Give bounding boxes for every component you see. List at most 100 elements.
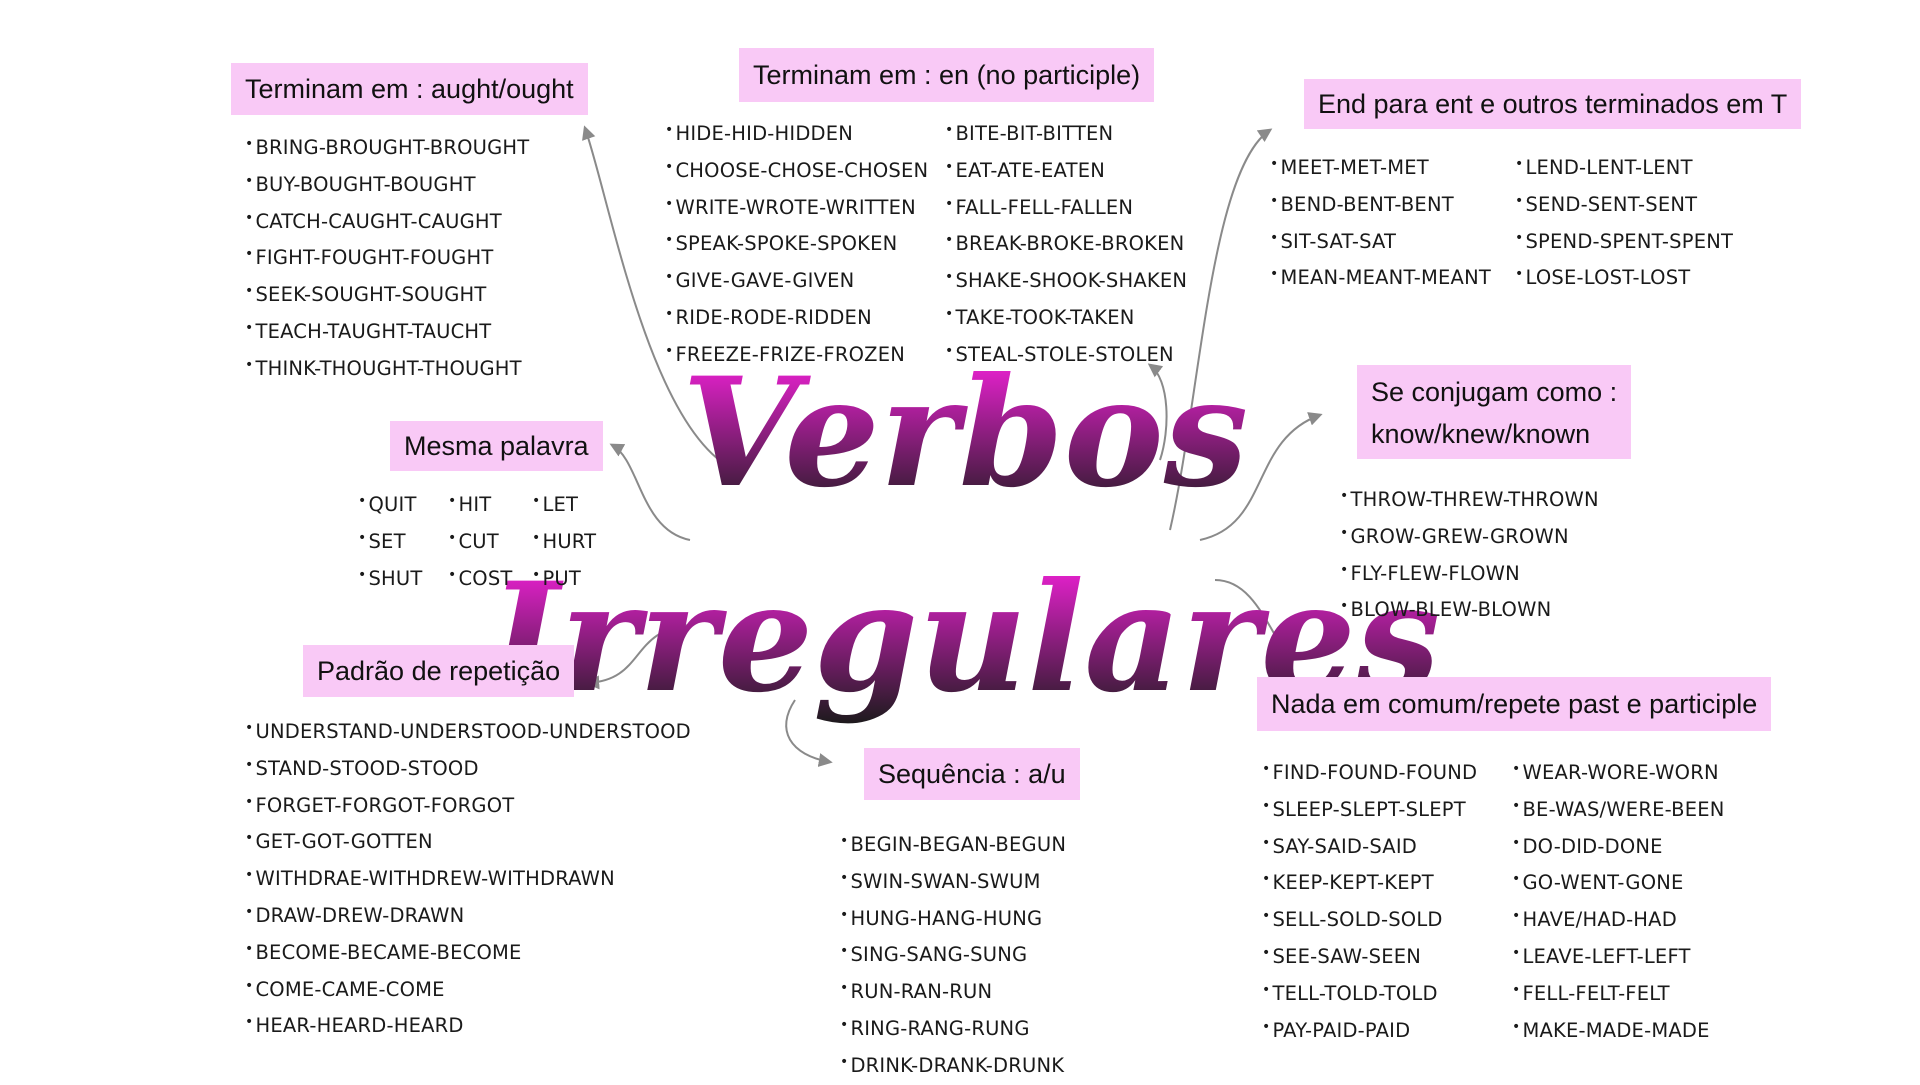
label-ent: End para ent e outros terminados em T	[1304, 79, 1802, 129]
list-item: EAT-ATE-EATEN	[945, 149, 1187, 186]
list-item: DRAW-DREW-DRAWN	[245, 894, 691, 931]
list-item: FREEZE-FRIZE-FROZEN	[665, 333, 928, 370]
list-know: THROW-THREW-THROWN GROW-GREW-GROWN FLY-F…	[1340, 478, 1599, 625]
list-en-col2: BITE-BIT-BITTEN EAT-ATE-EATEN FALL-FELL-…	[945, 112, 1187, 370]
list-item: DRINK-DRANK-DRUNK	[840, 1044, 1066, 1081]
list-item: GET-GOT-GOTTEN	[245, 820, 691, 857]
list-item: SPEND-SPENT-SPENT	[1515, 220, 1733, 257]
list-item: HEAR-HEARD-HEARD	[245, 1004, 691, 1041]
label-nada: Nada em comum/repete past e participle	[1257, 677, 1772, 731]
list-item: KEEP-KEPT-KEPT	[1262, 861, 1477, 898]
list-item: BITE-BIT-BITTEN	[945, 112, 1187, 149]
list-item: THINK-THOUGHT-THOUGHT	[245, 347, 529, 384]
list-item: UNDERSTAND-UNDERSTOOD-UNDERSTOOD	[245, 710, 691, 747]
list-item: CUT	[448, 520, 513, 557]
list-item: FELL-FELT-FELT	[1512, 972, 1725, 1009]
list-ent-col2: LEND-LENT-LENT SEND-SENT-SENT SPEND-SPEN…	[1515, 146, 1733, 293]
list-same-col3: LET HURT PUT	[532, 483, 596, 593]
list-item: STEAL-STOLE-STOLEN	[945, 333, 1187, 370]
list-item: HUNG-HANG-HUNG	[840, 897, 1066, 934]
list-repeat: UNDERSTAND-UNDERSTOOD-UNDERSTOOD STAND-S…	[245, 710, 691, 1041]
list-item: FORGET-FORGOT-FORGOT	[245, 784, 691, 821]
list-item: BE-WAS/WERE-BEEN	[1512, 788, 1725, 825]
list-item: TEACH-TAUGHT-TAUCHT	[245, 310, 529, 347]
list-item: MEAN-MEANT-MEANT	[1270, 256, 1491, 293]
list-item: SHAKE-SHOOK-SHAKEN	[945, 259, 1187, 296]
list-item: SPEAK-SPOKE-SPOKEN	[665, 222, 928, 259]
list-item: DO-DID-DONE	[1512, 825, 1725, 862]
arrow-to-repeat	[585, 624, 691, 690]
list-same-col1: QUIT SET SHUT	[358, 483, 423, 593]
list-item: FIND-FOUND-FOUND	[1262, 751, 1477, 788]
list-item: MEET-MET-MET	[1270, 146, 1491, 183]
list-item: MAKE-MADE-MADE	[1512, 1009, 1725, 1046]
list-item: SHUT	[358, 557, 423, 594]
list-item: SELL-SOLD-SOLD	[1262, 898, 1477, 935]
list-item: FALL-FELL-FALLEN	[945, 186, 1187, 223]
list-item: HIDE-HID-HIDDEN	[665, 112, 928, 149]
list-item: COME-CAME-COME	[245, 968, 691, 1005]
list-nada-col2: WEAR-WORE-WORN BE-WAS/WERE-BEEN DO-DID-D…	[1512, 751, 1725, 1045]
label-aught: Terminam em : aught/ought	[231, 63, 588, 115]
list-item: SING-SANG-SUNG	[840, 933, 1066, 970]
list-item: SIT-SAT-SAT	[1270, 220, 1491, 257]
list-item: BREAK-BROKE-BROKEN	[945, 222, 1187, 259]
list-item: THROW-THREW-THROWN	[1340, 478, 1599, 515]
list-aught: BRING-BROUGHT-BROUGHT BUY-BOUGHT-BOUGHT …	[245, 126, 529, 384]
list-item: BEND-BENT-BENT	[1270, 183, 1491, 220]
list-item: LEAVE-LEFT-LEFT	[1512, 935, 1725, 972]
list-item: SEND-SENT-SENT	[1515, 183, 1733, 220]
list-item: PAY-PAID-PAID	[1262, 1009, 1477, 1046]
list-item: FIGHT-FOUGHT-FOUGHT	[245, 236, 529, 273]
arrow-to-aught	[582, 125, 736, 471]
label-know-line-1: Se conjugam como :	[1371, 377, 1618, 407]
list-item: WITHDRAE-WITHDREW-WITHDRAWN	[245, 857, 691, 894]
list-item: PUT	[532, 557, 596, 594]
list-item: SAY-SAID-SAID	[1262, 825, 1477, 862]
list-same-col2: HIT CUT COST	[448, 483, 513, 593]
list-item: SWIN-SWAN-SWUM	[840, 860, 1066, 897]
list-item: CATCH-CAUGHT-CAUGHT	[245, 200, 529, 237]
arrow-to-same	[609, 443, 691, 541]
list-item: SLEEP-SLEPT-SLEPT	[1262, 788, 1477, 825]
list-item: SEE-SAW-SEEN	[1262, 935, 1477, 972]
list-item: RUN-RAN-RUN	[840, 970, 1066, 1007]
list-item: TELL-TOLD-TOLD	[1262, 972, 1477, 1009]
arrow-to-know	[1199, 412, 1323, 541]
list-item: TAKE-TOOK-TAKEN	[945, 296, 1187, 333]
label-same: Mesma palavra	[390, 421, 603, 471]
list-item: WRITE-WROTE-WRITTEN	[665, 186, 928, 223]
list-item: FLY-FLEW-FLOWN	[1340, 552, 1599, 589]
label-know: Se conjugam como : know/knew/known	[1357, 365, 1632, 459]
list-item: BUY-BOUGHT-BOUGHT	[245, 163, 529, 200]
list-item: BLOW-BLEW-BLOWN	[1340, 588, 1599, 625]
list-item: SEEK-SOUGHT-SOUGHT	[245, 273, 529, 310]
list-item: SET	[358, 520, 423, 557]
list-au: BEGIN-BEGAN-BEGUN SWIN-SWAN-SWUM HUNG-HA…	[840, 823, 1066, 1081]
arrow-to-nada	[1214, 579, 1287, 655]
list-item: GIVE-GAVE-GIVEN	[665, 259, 928, 296]
list-item: RING-RANG-RUNG	[840, 1007, 1066, 1044]
list-item: RIDE-RODE-RIDDEN	[665, 296, 928, 333]
label-au: Sequência : a/u	[864, 748, 1080, 800]
list-en-col1: HIDE-HID-HIDDEN CHOOSE-CHOSE-CHOSEN WRIT…	[665, 112, 928, 370]
label-en: Terminam em : en (no participle)	[739, 48, 1155, 102]
list-item: BRING-BROUGHT-BROUGHT	[245, 126, 529, 163]
arrow-to-au	[785, 699, 833, 767]
list-item: CHOOSE-CHOSE-CHOSEN	[665, 149, 928, 186]
list-item: QUIT	[358, 483, 423, 520]
list-ent-col1: MEET-MET-MET BEND-BENT-BENT SIT-SAT-SAT …	[1270, 146, 1491, 293]
list-item: STAND-STOOD-STOOD	[245, 747, 691, 784]
list-item: GO-WENT-GONE	[1512, 861, 1725, 898]
list-item: BECOME-BECAME-BECOME	[245, 931, 691, 968]
list-item: LOSE-LOST-LOST	[1515, 256, 1733, 293]
list-item: BEGIN-BEGAN-BEGUN	[840, 823, 1066, 860]
list-item: HAVE/HAD-HAD	[1512, 898, 1725, 935]
list-item: HURT	[532, 520, 596, 557]
title-line-1: Verbos	[682, 345, 1248, 521]
list-item: WEAR-WORE-WORN	[1512, 751, 1725, 788]
arrow-to-en	[1147, 363, 1168, 461]
list-item: LEND-LENT-LENT	[1515, 146, 1733, 183]
list-item: HIT	[448, 483, 513, 520]
